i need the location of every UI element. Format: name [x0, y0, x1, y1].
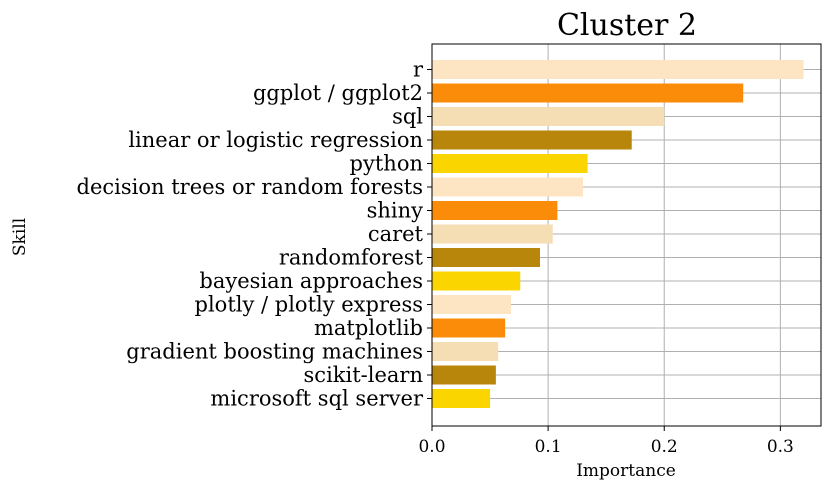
- category-label: caret: [368, 222, 424, 246]
- bar: [432, 60, 804, 79]
- category-label: decision trees or random forests: [77, 175, 423, 199]
- bar: [432, 201, 558, 220]
- category-label: linear or logistic regression: [128, 128, 423, 152]
- category-label: plotly / plotly express: [195, 293, 423, 317]
- category-label: matplotlib: [314, 316, 423, 340]
- x-tick-label: 0.1: [535, 437, 562, 457]
- bar: [432, 130, 632, 150]
- category-label: microsoft sql server: [210, 387, 424, 411]
- bar: [432, 318, 506, 338]
- x-tick-label: 0.0: [418, 437, 445, 457]
- category-label: shiny: [367, 199, 424, 223]
- x-tick-label: 0.3: [767, 437, 794, 457]
- category-label: bayesian approaches: [199, 269, 423, 293]
- y-axis-label: Skill: [10, 218, 30, 256]
- category-label: python: [350, 152, 423, 176]
- x-tick-label: 0.2: [651, 437, 678, 457]
- category-label: r: [413, 58, 424, 82]
- bar: [432, 295, 511, 314]
- bar: [432, 83, 744, 103]
- plot-frame: [431, 43, 822, 427]
- bar: [432, 154, 588, 173]
- bar: [432, 248, 540, 267]
- bar: [432, 389, 491, 408]
- category-label: gradient boosting machines: [126, 340, 423, 364]
- bar: [432, 365, 496, 385]
- bar: [432, 224, 553, 244]
- category-label: ggplot / ggplot2: [253, 81, 423, 105]
- bar: [432, 177, 583, 197]
- bar: [432, 271, 521, 291]
- category-label: scikit-learn: [304, 363, 423, 387]
- chart-title: Cluster 2: [557, 8, 697, 43]
- category-label: sql: [392, 105, 423, 129]
- bar: [432, 342, 499, 361]
- x-ticks: 0.0 0.1 0.2 0.3: [418, 426, 794, 457]
- x-axis-label: Importance: [576, 461, 676, 481]
- category-label: randomforest: [279, 246, 424, 270]
- bars: [432, 60, 804, 408]
- bar: [432, 107, 665, 126]
